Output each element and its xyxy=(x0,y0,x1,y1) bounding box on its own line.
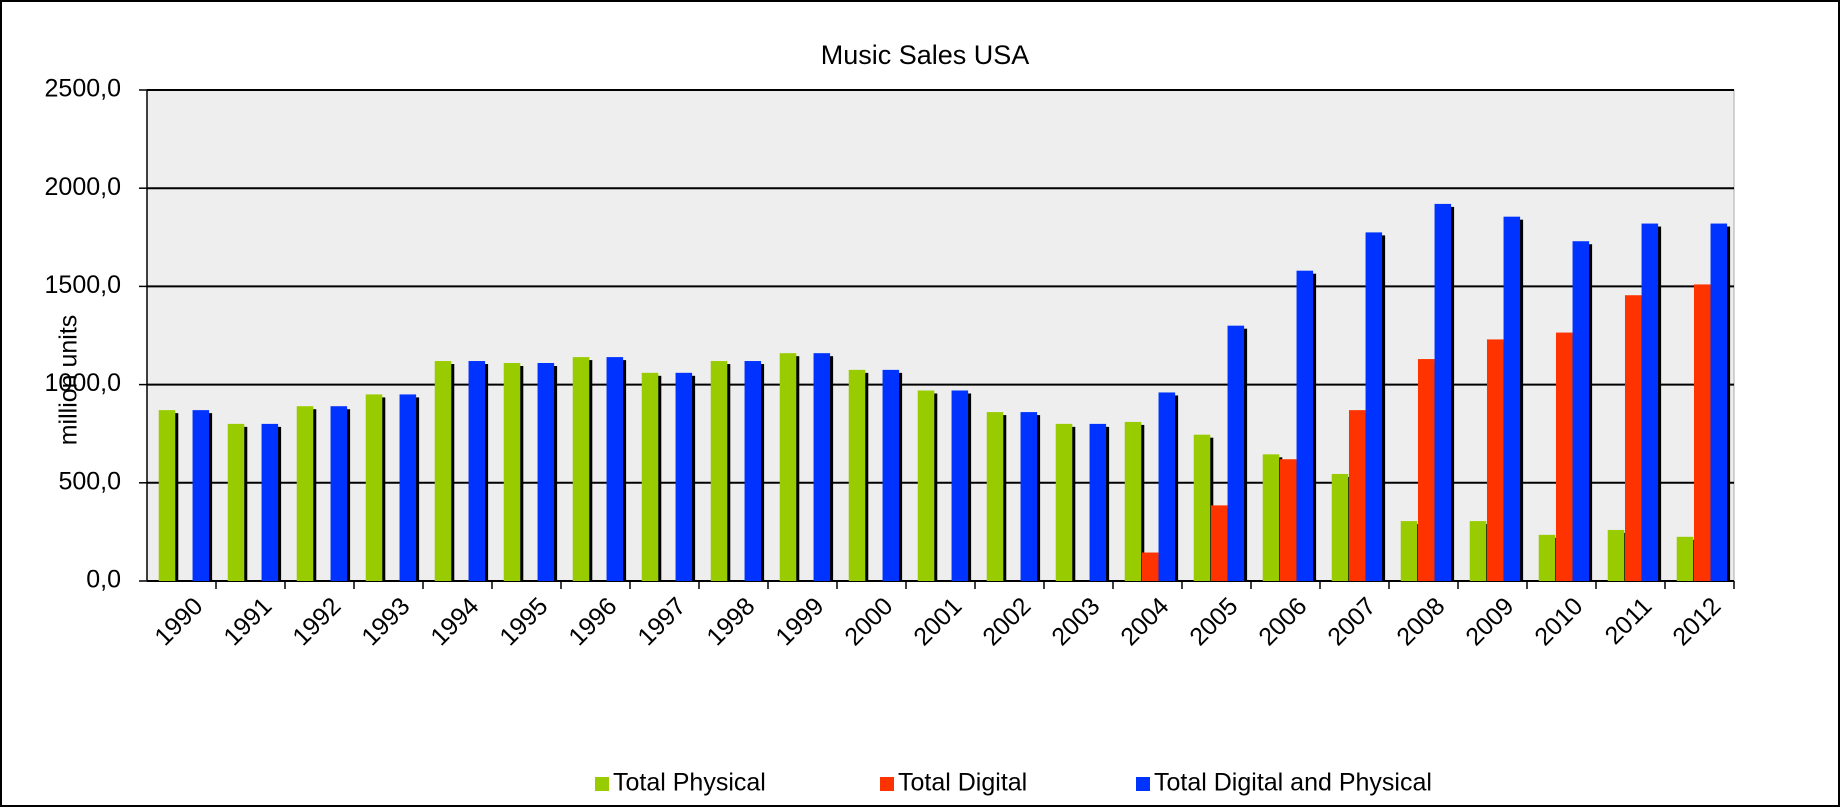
legend-swatch xyxy=(595,777,609,791)
bar xyxy=(434,361,452,581)
bar xyxy=(675,372,693,581)
bar xyxy=(813,353,831,581)
bar xyxy=(1469,521,1487,581)
bar xyxy=(1710,223,1728,581)
y-tick-label: 500,0 xyxy=(58,467,121,495)
bar xyxy=(1296,270,1314,581)
bar xyxy=(1572,241,1590,581)
legend-label: Total Digital xyxy=(898,769,1027,797)
bar xyxy=(710,361,728,581)
bar xyxy=(330,406,348,581)
bar xyxy=(158,410,176,581)
bar xyxy=(641,372,659,581)
bar xyxy=(227,423,245,581)
y-tick-label: 1500,0 xyxy=(45,271,121,299)
legend-swatch xyxy=(1136,777,1150,791)
bar xyxy=(606,357,624,581)
bar xyxy=(503,362,521,581)
bar xyxy=(1193,434,1211,581)
bar xyxy=(1227,325,1245,581)
legend-swatch xyxy=(880,777,894,791)
legend-label: Total Physical xyxy=(613,769,766,797)
bar xyxy=(1279,459,1297,581)
bar xyxy=(882,369,900,581)
bar xyxy=(1210,505,1228,581)
bar xyxy=(261,423,279,581)
bar xyxy=(1538,534,1556,581)
bar xyxy=(1434,203,1452,582)
bar xyxy=(572,357,590,581)
bar xyxy=(399,394,417,581)
bar xyxy=(1158,392,1176,581)
bar xyxy=(779,353,797,581)
bar xyxy=(1400,521,1418,581)
bar xyxy=(468,361,486,581)
bar xyxy=(1641,223,1659,581)
y-tick-label: 2500,0 xyxy=(45,75,121,103)
bar xyxy=(1486,339,1504,581)
bar xyxy=(744,361,762,581)
bar xyxy=(1624,295,1642,581)
bar xyxy=(192,410,210,581)
bar xyxy=(1693,284,1711,581)
bar xyxy=(1555,332,1573,581)
bar xyxy=(1348,410,1366,581)
bar xyxy=(365,394,383,581)
bar xyxy=(1262,454,1280,581)
bar xyxy=(1124,421,1142,581)
bar xyxy=(537,362,555,581)
bar xyxy=(986,412,1004,581)
y-tick-label: 1000,0 xyxy=(45,369,121,397)
bar xyxy=(1331,473,1349,581)
legend-label: Total Digital and Physical xyxy=(1154,769,1432,797)
chart-title: Music Sales USA xyxy=(821,40,1030,70)
bar xyxy=(1365,232,1383,581)
y-tick-label: 2000,0 xyxy=(45,173,121,201)
bar xyxy=(1141,552,1159,581)
y-axis-label: million units xyxy=(55,315,83,446)
bar xyxy=(1055,423,1073,581)
bar xyxy=(1607,529,1625,581)
bar xyxy=(848,369,866,581)
y-tick-label: 0,0 xyxy=(86,566,121,594)
bar xyxy=(917,390,935,581)
bar xyxy=(1089,423,1107,581)
bar xyxy=(1676,536,1694,581)
bar xyxy=(951,390,969,581)
bar xyxy=(296,406,314,581)
bar xyxy=(1417,359,1435,581)
bar xyxy=(1020,412,1038,581)
bar xyxy=(1503,216,1521,582)
